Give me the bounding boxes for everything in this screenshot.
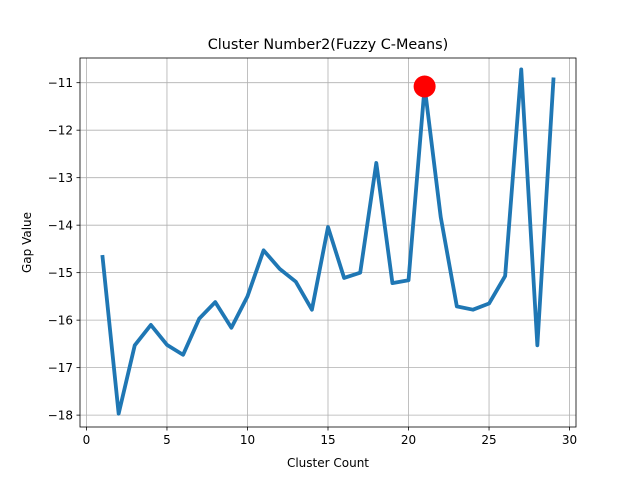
y-tick-label: −18: [48, 409, 73, 423]
x-tick-label: 30: [562, 433, 577, 447]
series-line: [100, 67, 556, 416]
y-tick-label: −15: [48, 266, 73, 280]
x-axis-label: Cluster Count: [287, 456, 369, 470]
y-tick-label: −14: [48, 219, 73, 233]
axis-ticks: 0 5 10 15 20 25 30 −18 −17 −16 −15 −14 −13 −12 −11: [48, 76, 578, 447]
x-tick-label: 25: [481, 433, 496, 447]
y-tick-label: −13: [48, 171, 73, 185]
y-tick-label: −11: [48, 76, 73, 90]
x-tick-label: 5: [163, 433, 171, 447]
y-tick-label: −16: [48, 314, 73, 328]
grid-lines: [80, 58, 576, 427]
chart-title: Cluster Number2(Fuzzy C-Means): [208, 37, 449, 53]
highlight-marker: [413, 75, 436, 98]
x-tick-label: 15: [320, 433, 335, 447]
y-tick-label: −12: [48, 124, 73, 138]
y-tick-label: −17: [48, 361, 73, 375]
series-layer: [100, 67, 556, 416]
x-tick-label: 0: [83, 433, 91, 447]
y-axis-label: Gap Value: [20, 212, 34, 273]
x-tick-label: 20: [401, 433, 416, 447]
x-tick-label: 10: [240, 433, 255, 447]
